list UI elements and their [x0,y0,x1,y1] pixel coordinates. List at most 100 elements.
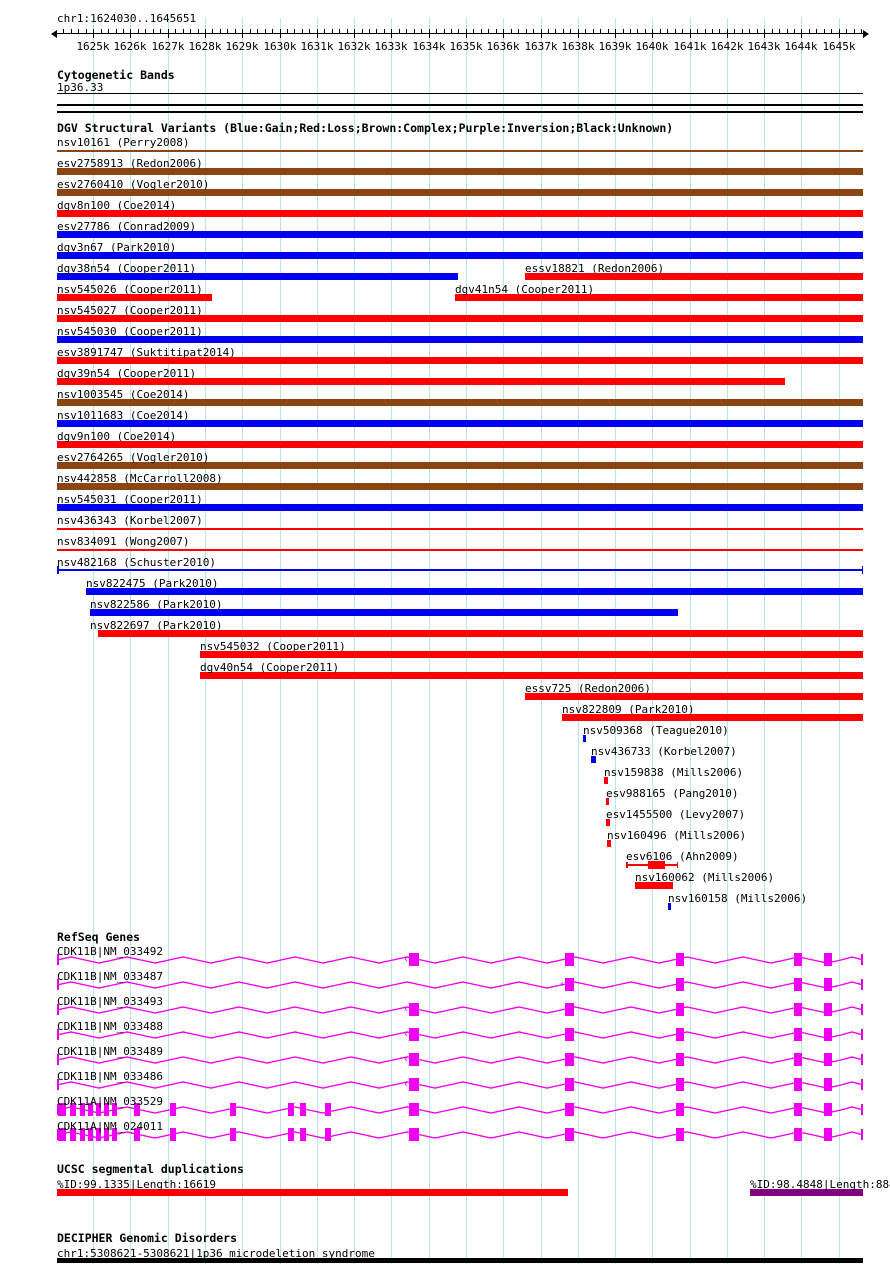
exon-block[interactable] [676,953,684,966]
dgv-variant-label[interactable]: dgv40n54 (Cooper2011) [200,661,340,674]
refseq-gene-label[interactable]: CDK11A|NM_033529 [57,1095,163,1108]
decipher-label[interactable]: chr1:5308621-5308621|1p36 microdeletion … [57,1247,375,1260]
dgv-variant-label[interactable]: nsv436733 (Korbel2007) [591,745,737,758]
exon-block[interactable] [824,1028,832,1041]
dgv-variant-label[interactable]: esv2758913 (Redon2006) [57,157,203,170]
dgv-variant-bar[interactable] [57,357,863,364]
dgv-variant-label[interactable]: dgv38n54 (Cooper2011) [57,262,197,275]
refseq-gene-label[interactable]: CDK11B|NM_033493 [57,995,163,1008]
exon-block[interactable] [58,1128,66,1141]
exon-block[interactable] [409,1028,419,1041]
exon-block[interactable] [230,1128,236,1141]
dgv-variant-label[interactable]: dgv39n54 (Cooper2011) [57,367,197,380]
refseq-gene-row[interactable]: ‹ [57,952,863,968]
dgv-variant-bar[interactable] [525,693,863,700]
dgv-variant-label[interactable]: nsv545031 (Cooper2011) [57,493,203,506]
dgv-variant-bar[interactable] [606,798,609,805]
cytoband-label[interactable]: 1p36.33 [57,81,104,94]
dgv-variant-label[interactable]: nsv160158 (Mills2006) [668,892,808,905]
dgv-variant-label[interactable]: esv3891747 (Suktitipat2014) [57,346,236,359]
dgv-variant-label[interactable]: essv725 (Redon2006) [525,682,651,695]
exon-block[interactable] [794,1128,802,1141]
exon-block[interactable] [325,1128,331,1141]
dgv-variant-bar[interactable] [200,672,863,679]
dgv-variant-bar[interactable] [57,378,785,385]
dgv-variant-label[interactable]: nsv1011683 (Coe2014) [57,409,190,422]
exon-block[interactable] [824,978,832,991]
dgv-variant-bar[interactable] [668,903,671,910]
exon-block[interactable] [824,1103,832,1116]
dgv-variant-label[interactable]: nsv160496 (Mills2006) [607,829,747,842]
exon-block[interactable] [80,1128,85,1141]
dgv-variant-bar[interactable] [583,735,586,742]
dgv-variant-bar[interactable] [455,294,863,301]
exon-block[interactable] [794,1003,802,1016]
dgv-variant-label[interactable]: esv27786 (Conrad2009) [57,220,197,233]
dgv-variant-label[interactable]: dgv8n100 (Coe2014) [57,199,177,212]
exon-block[interactable] [96,1128,101,1141]
dgv-variant-bar[interactable] [604,777,608,784]
cytoband-bar[interactable] [57,93,863,94]
dgv-variant-bar[interactable] [57,150,863,152]
exon-block[interactable] [288,1103,294,1116]
exon-block[interactable] [794,1053,802,1066]
refseq-gene-label[interactable]: CDK11B|NM_033492 [57,945,163,958]
dgv-variant-bar[interactable] [57,462,863,469]
dgv-variant-bar[interactable] [98,630,863,637]
dgv-variant-bar[interactable] [591,756,596,763]
exon-block[interactable] [824,1078,832,1091]
dgv-variant-label[interactable]: nsv822586 (Park2010) [90,598,223,611]
dgv-variant-label[interactable]: esv6106 (Ahn2009) [626,850,739,863]
exon-block[interactable] [288,1128,294,1141]
refseq-gene-label[interactable]: CDK11B|NM_033487 [57,970,163,983]
dgv-variant-bar[interactable] [57,315,863,322]
dgv-variant-bar[interactable] [607,840,611,847]
exon-block[interactable] [170,1128,176,1141]
dgv-variant-bar[interactable] [57,528,863,530]
refseq-gene-label[interactable]: CDK11B|NM_033486 [57,1070,163,1083]
exon-block[interactable] [565,1103,574,1116]
exon-block[interactable] [88,1103,93,1116]
dgv-variant-label[interactable]: nsv159838 (Mills2006) [604,766,744,779]
exon-block[interactable] [794,1103,802,1116]
dgv-variant-bar[interactable] [57,420,863,427]
segdup-label[interactable]: %ID:99.1335|Length:16619 [57,1178,216,1191]
dgv-variant-bar[interactable] [57,231,863,238]
dgv-variant-label[interactable]: nsv436343 (Korbel2007) [57,514,203,527]
segdup-bar[interactable] [750,1189,863,1196]
dgv-variant-label[interactable]: nsv545027 (Cooper2011) [57,304,203,317]
exon-block[interactable] [88,1128,93,1141]
exon-block[interactable] [409,1078,419,1091]
exon-block[interactable] [676,1053,684,1066]
dgv-variant-bar[interactable] [57,399,863,406]
exon-block[interactable] [676,978,684,991]
dgv-variant-label[interactable]: essv18821 (Redon2006) [525,262,665,275]
dgv-variant-bar[interactable] [525,273,863,280]
coordinate-ruler[interactable] [51,29,869,38]
dgv-variant-label[interactable]: dgv9n100 (Coe2014) [57,430,177,443]
dgv-variant-bar[interactable] [86,588,863,595]
exon-block[interactable] [58,1103,66,1116]
refseq-gene-row[interactable] [57,1127,863,1143]
exon-block[interactable] [824,1003,832,1016]
exon-block[interactable] [134,1128,140,1141]
dgv-variant-bar[interactable] [57,566,863,574]
exon-block[interactable] [70,1128,76,1141]
exon-block[interactable] [676,1003,684,1016]
segdup-bar[interactable] [57,1189,568,1196]
dgv-variant-bar[interactable] [200,651,863,658]
exon-block[interactable] [565,1053,574,1066]
dgv-variant-label[interactable]: nsv545030 (Cooper2011) [57,325,203,338]
dgv-variant-bar[interactable] [57,504,863,511]
exon-block[interactable] [80,1103,85,1116]
exon-block[interactable] [794,1078,802,1091]
dgv-variant-label[interactable]: nsv442858 (McCarroll2008) [57,472,223,485]
refseq-gene-row[interactable]: ‹ [57,977,863,993]
exon-block[interactable] [565,978,574,991]
exon-block[interactable] [565,953,574,966]
exon-block[interactable] [824,1128,832,1141]
refseq-gene-label[interactable]: CDK11B|NM_033488 [57,1020,163,1033]
exon-block[interactable] [794,1028,802,1041]
dgv-variant-bar[interactable] [57,273,458,280]
refseq-gene-row[interactable]: ‹ [57,1052,863,1068]
